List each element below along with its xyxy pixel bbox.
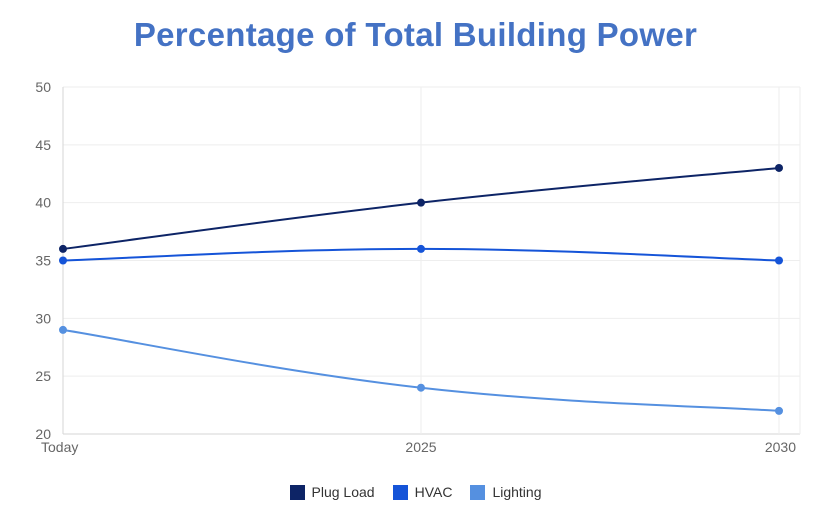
data-point-lighting[interactable] [417,383,425,392]
grid-lines [62,86,801,435]
y-tick-label: 35 [35,253,51,269]
data-point-hvac[interactable] [59,256,67,265]
x-axis-ticks: Today 2025 2030 [41,439,796,455]
data-point-lighting[interactable] [59,325,67,334]
data-point-hvac[interactable] [417,244,425,253]
x-tick-label: 2030 [765,439,796,455]
legend-label: Plug Load [311,484,375,500]
data-point-plug-load[interactable] [775,163,783,172]
legend-item-plug-load[interactable]: Plug Load [289,484,375,500]
data-point-plug-load[interactable] [59,244,67,253]
y-tick-label: 40 [35,195,51,211]
legend-swatch [289,484,305,500]
legend-label: HVAC [414,484,453,500]
legend-label: Lighting [492,484,542,500]
data-point-lighting[interactable] [775,406,783,415]
data-point-plug-load[interactable] [417,198,425,207]
x-tick-label: 2025 [405,439,436,455]
y-tick-label: 25 [35,368,51,384]
legend-swatch [392,484,408,500]
y-tick-label: 30 [35,310,51,326]
legend-swatch [470,484,486,500]
y-tick-label: 20 [35,426,51,442]
legend-item-lighting[interactable]: Lighting [470,484,541,500]
chart-legend: Plug Load HVAC Lighting [0,484,831,500]
y-tick-label: 45 [35,137,51,153]
chart-title: Percentage of Total Building Power [133,16,698,53]
legend-item-hvac[interactable]: HVAC [392,484,453,500]
y-tick-label: 50 [35,79,51,95]
data-point-hvac[interactable] [775,256,783,265]
series-group [59,163,783,415]
x-tick-label: Today [41,439,78,455]
y-axis-ticks: 20 25 30 35 40 45 50 [35,79,51,442]
